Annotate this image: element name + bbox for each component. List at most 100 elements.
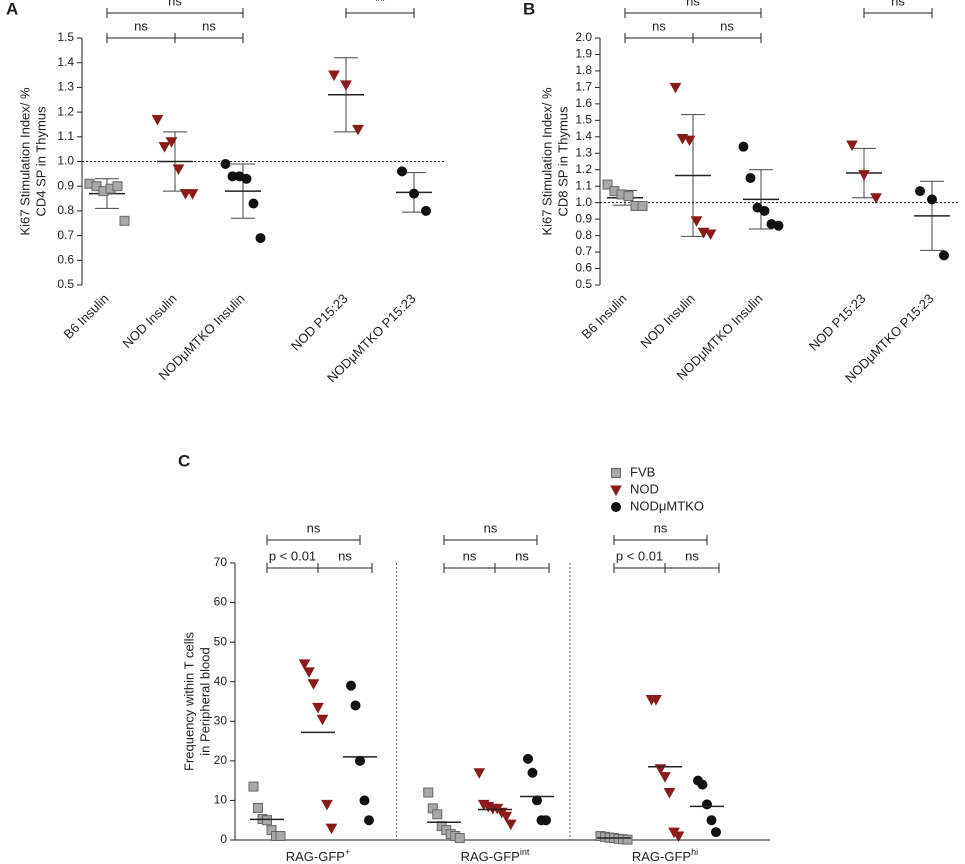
data-point [473, 768, 486, 779]
data-point [255, 233, 266, 244]
data-point [623, 191, 634, 202]
data-point [500, 811, 513, 823]
y-tick-label: 0.7 [57, 228, 74, 242]
data-point [421, 205, 431, 216]
data-point [659, 772, 671, 783]
y-tick-label: 1.4 [57, 55, 74, 69]
x-tick-label: RAG-GFPhi [632, 847, 698, 864]
data-point [704, 229, 717, 240]
data-point [355, 755, 365, 766]
legend-label: NODμMTKO [630, 498, 704, 513]
bracket-label: ns [134, 18, 148, 33]
panel-letter: A [6, 0, 18, 18]
data-point [186, 189, 199, 200]
y-tick-label: 1.2 [575, 162, 592, 176]
data-point [610, 485, 622, 497]
bracket-label: ns [891, 0, 905, 8]
bracket-label: ns [515, 548, 529, 563]
data-point [307, 679, 320, 690]
bracket-label: p < 0.01 [616, 548, 663, 563]
data-point [622, 834, 633, 845]
data-point [325, 823, 338, 835]
y-axis-label: in Peripheral blood [197, 647, 212, 755]
data-point [663, 788, 676, 799]
y-tick-label: 1.5 [57, 30, 74, 44]
y-tick-label: 0.9 [57, 178, 74, 192]
x-tick-label: RAG-GFPint [461, 847, 530, 864]
x-tick-label-sup: hi [691, 847, 698, 857]
data-point [158, 142, 171, 153]
data-point [432, 809, 443, 820]
data-point [454, 833, 465, 844]
y-tick-label: 70 [214, 555, 228, 569]
y-tick-label: 2.0 [575, 30, 592, 44]
y-tick-label: 0.9 [575, 211, 592, 225]
data-point [532, 795, 542, 806]
y-tick-label: 0.7 [575, 244, 592, 258]
data-point [927, 194, 937, 205]
y-tick-label: 40 [214, 674, 228, 688]
panel-letter: B [523, 0, 535, 18]
data-point [298, 659, 311, 670]
bracket-label: p < 0.01 [269, 548, 316, 563]
data-point [423, 787, 434, 798]
y-tick-label: 1.8 [575, 63, 592, 77]
data-point [672, 831, 685, 843]
data-point [650, 695, 662, 706]
x-tick-label: NOD P15:23 [288, 291, 351, 354]
x-tick-label-base: RAG-GFP [461, 849, 520, 864]
data-point [870, 193, 882, 204]
data-point [939, 250, 949, 261]
y-tick-label: 50 [214, 634, 228, 648]
data-point [527, 767, 538, 778]
y-tick-label: 1.2 [57, 104, 74, 118]
x-tick-label-base: RAG-GFP [632, 849, 691, 864]
y-axis-label: Ki67 Stimulation Index/ % [17, 87, 32, 236]
y-axis-label: CD4 SP in Thymus [33, 106, 48, 217]
bracket-label: ns [654, 520, 668, 535]
legend-label: FVB [630, 464, 655, 479]
bracket-label: ns [720, 18, 734, 33]
y-tick-label: 1.6 [575, 96, 592, 110]
y-tick-label: 10 [214, 793, 228, 807]
y-tick-label: 1.3 [575, 145, 592, 159]
data-point [683, 135, 696, 147]
data-point [523, 753, 533, 764]
bracket-label: ns [307, 520, 321, 535]
data-point [759, 205, 770, 216]
y-tick-label: 0.6 [575, 261, 592, 275]
y-tick-label: 1.1 [57, 129, 74, 143]
data-point [409, 188, 419, 199]
y-tick-label: 0.8 [575, 228, 592, 242]
data-point [346, 680, 356, 691]
data-point [611, 468, 621, 478]
x-tick-label: B6 Insulin [579, 291, 630, 342]
bracket-label: ns [338, 548, 352, 563]
data-point [316, 714, 329, 726]
y-tick-label: 1.0 [575, 195, 592, 209]
data-point [858, 170, 870, 181]
data-point [745, 172, 756, 183]
data-point [706, 815, 717, 826]
data-point [151, 115, 164, 126]
bracket-label: ns [652, 18, 666, 33]
data-point [112, 181, 123, 192]
data-point [248, 781, 259, 792]
y-tick-label: 0 [220, 832, 227, 846]
data-point [602, 179, 613, 190]
data-point [165, 137, 178, 148]
data-point [697, 779, 708, 790]
x-tick-label-base: RAG-GFP [286, 849, 345, 864]
y-tick-label: 0.8 [57, 203, 74, 217]
y-tick-label: 0.6 [57, 252, 74, 266]
data-point [350, 700, 361, 711]
x-tick-label-sup: + [345, 847, 350, 857]
data-point [738, 141, 749, 152]
data-point [179, 189, 192, 200]
data-point [364, 815, 374, 826]
y-tick-label: 1.9 [575, 47, 592, 61]
bracket-label: ** [375, 0, 385, 8]
x-tick-label: B6 Insulin [61, 291, 112, 342]
x-tick-label: RAG-GFP+ [286, 847, 351, 864]
data-point [312, 702, 324, 714]
